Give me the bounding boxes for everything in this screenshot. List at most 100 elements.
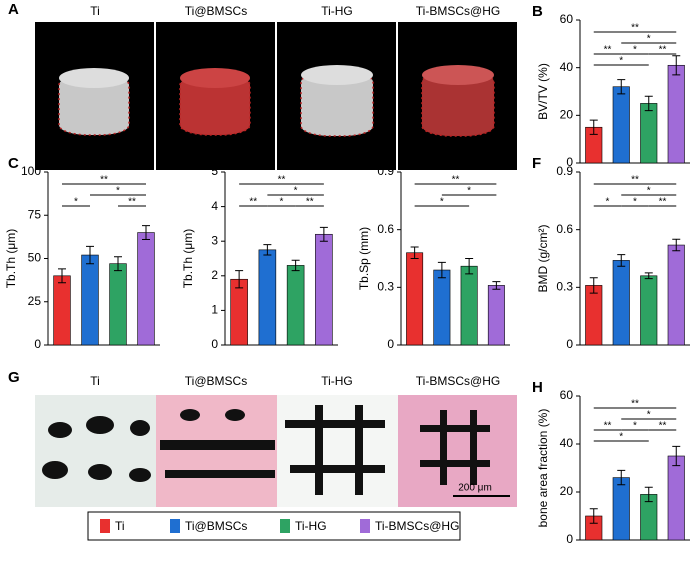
y-tick-label: 60 (560, 12, 574, 26)
y-tick-label: 3 (211, 233, 218, 247)
bar (230, 278, 248, 346)
legend-box (87, 511, 461, 541)
legend-label: Ti-BMSCs@HG (375, 519, 459, 533)
image-label: Ti@BMSCs (185, 4, 247, 18)
y-tick-label: 0 (211, 337, 218, 351)
image-label: Ti@BMSCs (185, 374, 247, 388)
error-bar (672, 445, 681, 467)
y-tick-label: 5 (211, 164, 218, 178)
error-bar (617, 79, 626, 95)
bar (585, 285, 603, 346)
legend-label: Ti-HG (295, 519, 327, 533)
bar (315, 233, 333, 346)
error-bar (617, 254, 626, 267)
y-tick-label: 20 (560, 108, 574, 122)
significance-label: * (633, 45, 637, 56)
bar (612, 477, 630, 541)
panel-label: F (532, 155, 541, 172)
y-axis-label: Tb.Th (μm) (4, 229, 18, 289)
panel-label: D (185, 155, 196, 172)
error-bar (644, 486, 653, 503)
y-tick-label: 0.6 (377, 222, 394, 236)
bar (640, 103, 658, 164)
bar (137, 232, 155, 346)
bar (667, 244, 685, 346)
significance-label: * (633, 197, 637, 208)
scale-bar-label: 200 μm (458, 483, 492, 494)
y-tick-label: 0 (566, 337, 573, 351)
error-bar (672, 55, 681, 76)
y-axis-label: BMD (g/cm²) (536, 225, 550, 293)
significance-label: * (294, 186, 298, 197)
error-bar (142, 225, 150, 240)
significance-label: * (619, 432, 623, 443)
significance-label: ** (278, 175, 286, 186)
panel-label: G (8, 369, 20, 386)
y-tick-label: 0.3 (556, 280, 573, 294)
panel-label: E (361, 155, 371, 172)
significance-label: ** (604, 45, 612, 56)
error-bar (437, 261, 446, 279)
micro-ct-images (35, 22, 517, 170)
bar (53, 275, 71, 346)
significance-label: * (116, 186, 120, 197)
significance-label: ** (604, 421, 612, 432)
panel-label: H (532, 379, 543, 396)
significance-label: * (619, 56, 623, 67)
panel-label: B (532, 3, 543, 20)
image-label: Ti (90, 374, 100, 388)
panel-label: A (8, 1, 19, 18)
significance-label: ** (100, 175, 108, 186)
y-axis-label: bone area fraction (%) (536, 409, 550, 528)
y-tick-label: 4 (211, 199, 218, 213)
error-bar (644, 272, 653, 280)
bar (286, 265, 305, 346)
y-tick-label: 0 (387, 337, 394, 351)
y-tick-label: 60 (560, 388, 574, 402)
significance-label: ** (306, 197, 314, 208)
error-bar (235, 270, 244, 289)
significance-label: ** (659, 421, 667, 432)
y-tick-label: 40 (560, 436, 574, 450)
error-bar (465, 258, 474, 275)
panel-label: C (8, 155, 19, 172)
error-bar (319, 226, 328, 242)
bar (81, 254, 99, 346)
error-bar (589, 119, 598, 135)
y-tick-label: 0 (566, 532, 573, 546)
bar (667, 455, 685, 541)
significance-label: ** (631, 175, 639, 186)
error-bar (410, 246, 419, 259)
legend-label: Ti@BMSCs (185, 519, 247, 533)
image-label: Ti-BMSCs@HG (416, 4, 500, 18)
y-tick-label: 1 (211, 303, 218, 317)
y-tick-label: 0.9 (377, 164, 394, 178)
legend-swatch (100, 519, 110, 533)
error-bar (291, 259, 300, 272)
y-tick-label: 2 (211, 268, 218, 282)
bar (109, 263, 127, 346)
image-label: Ti-HG (321, 374, 353, 388)
significance-label: ** (249, 197, 257, 208)
y-tick-label: 40 (560, 60, 574, 74)
y-tick-label: 25 (28, 294, 42, 308)
bar (612, 86, 630, 164)
bar (612, 260, 630, 346)
legend-swatch (170, 519, 180, 533)
significance-label: ** (128, 197, 136, 208)
legend-swatch (360, 519, 370, 533)
histology-images (35, 395, 517, 507)
bar (258, 249, 277, 346)
y-axis-label: BV/TV (%) (536, 63, 550, 120)
y-tick-label: 0 (566, 155, 573, 169)
y-tick-label: 0.3 (377, 280, 394, 294)
error-bar (644, 95, 653, 112)
bar (460, 265, 478, 346)
significance-label: ** (631, 399, 639, 410)
significance-label: * (647, 186, 651, 197)
y-axis-label: Tb.Th (μm) (181, 229, 195, 289)
y-tick-label: 20 (560, 484, 574, 498)
bar (433, 269, 451, 346)
significance-label: ** (659, 197, 667, 208)
y-axis-label: Tb.Sp (mm) (357, 227, 371, 290)
